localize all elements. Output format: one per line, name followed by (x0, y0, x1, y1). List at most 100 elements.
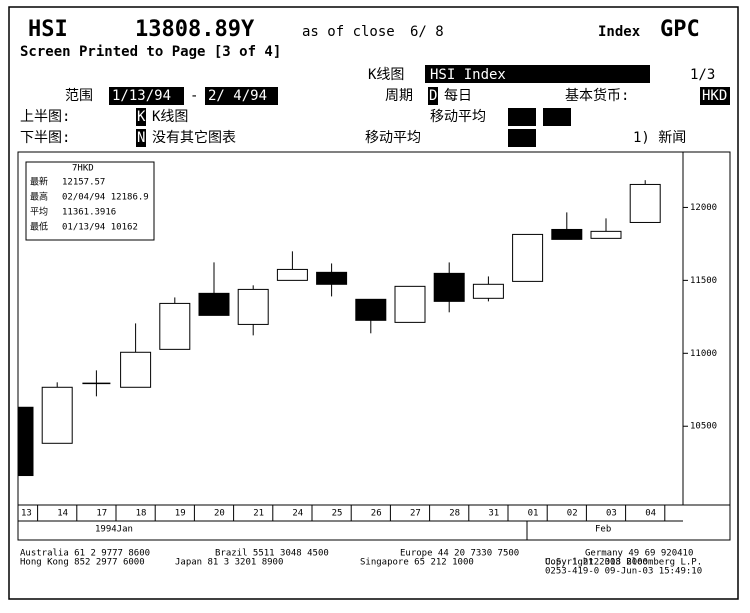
y-tick-label: 12000 (690, 203, 717, 213)
field (109, 87, 184, 105)
footer: Australia 61 2 9777 8600 (20, 549, 150, 559)
footer: Japan 81 3 3201 8900 (175, 558, 283, 568)
sector: Index (598, 24, 641, 40)
info-label: 最高 (30, 191, 48, 203)
field (425, 65, 650, 83)
page-number: 1/3 (690, 67, 715, 83)
lower-code: N (137, 130, 145, 146)
footer: Singapore 65 212 1000 (360, 558, 474, 568)
x-tick-label: 25 (332, 509, 343, 519)
upper-label: 上半图: (20, 109, 70, 125)
x-tick-label: 20 (214, 509, 225, 519)
candle-body (120, 351, 152, 388)
lower-label: 下半图: (20, 130, 70, 146)
x-tick-label: 17 (96, 509, 107, 519)
footer: U.S. 1 212 318 2000 (545, 558, 648, 568)
x-tick-label: 03 (606, 509, 617, 519)
candle-body (159, 302, 191, 350)
info-box (25, 161, 155, 241)
candle-body (472, 283, 504, 299)
currency-label: 基本货币: (565, 87, 629, 104)
range-label: 范围 (65, 87, 93, 104)
y-tick-label: 11500 (690, 276, 717, 286)
security: HSI Index (430, 67, 506, 83)
candle-body (551, 228, 583, 240)
news: 1) 新闻 (633, 130, 686, 146)
field (700, 87, 730, 105)
candle-body (590, 230, 622, 239)
printed-note: Screen Printed to Page [3 of 4] (20, 44, 281, 60)
upper-code: K (137, 109, 146, 125)
x-tick-label: 28 (449, 509, 460, 519)
candle-body (18, 406, 34, 477)
candles (18, 180, 661, 477)
info-value: 02/04/94 12186.9 (62, 193, 149, 203)
y-tick-label: 11000 (690, 349, 717, 359)
x-tick-label: 02 (567, 509, 578, 519)
info-value: 11361.3916 (62, 208, 116, 218)
field (205, 87, 278, 105)
field (136, 129, 146, 147)
as-of: as of close (302, 24, 395, 40)
period-label: 周期 (385, 88, 413, 104)
x-tick-label: 31 (488, 509, 499, 519)
frame (8, 6, 739, 600)
x-tick-label: 04 (645, 509, 656, 519)
ma-label: 移动平均 (365, 130, 421, 146)
copyright: Copyright 2003 Bloomberg L.P. (545, 558, 702, 568)
x-tick-label: 27 (410, 509, 421, 519)
field (508, 129, 536, 147)
x-tick-label: 21 (253, 509, 264, 519)
field (428, 87, 438, 105)
info-value: 01/13/94 10162 (62, 223, 138, 233)
info-currency: 7HKD (72, 164, 94, 174)
currency: HKD (702, 88, 727, 104)
chart-label: K线图 (368, 67, 404, 83)
lower-value: 没有其它图表 (152, 129, 236, 146)
candle-body (276, 268, 308, 281)
info-label: 最低 (30, 221, 48, 233)
upper-value: K线图 (152, 109, 188, 125)
field (508, 108, 536, 126)
x-tick-label: 13 (21, 509, 32, 519)
info-label: 平均 (30, 206, 48, 218)
x-tick-label: 18 (136, 509, 147, 519)
price: 13808.89Y (135, 17, 255, 42)
footer: Europe 44 20 7330 7500 (400, 549, 519, 559)
candle-body (355, 298, 387, 321)
candle-body (198, 292, 230, 316)
x-tick-label: 19 (175, 509, 186, 519)
ma-label: 移动平均 (430, 109, 486, 125)
x-tick-label: 26 (371, 509, 382, 519)
range-end: 2/ 4/94 (208, 88, 267, 104)
candle-body (316, 271, 348, 285)
footer: Germany 49 69 920410 (585, 549, 693, 559)
stamp: 0253-419-0 09-Jun-03 15:49:10 (545, 567, 702, 577)
footer: Brazil 5511 3048 4500 (215, 549, 329, 559)
period-code: D (429, 88, 437, 104)
info-label: 最新 (30, 176, 48, 188)
chart-frame (17, 151, 731, 541)
footer: Hong Kong 852 2977 6000 (20, 558, 145, 568)
candle-body (433, 272, 465, 302)
range-start: 1/13/94 (112, 88, 171, 104)
x-tick-label: 14 (57, 509, 68, 519)
candle-body (237, 288, 269, 325)
x-tick-label: 24 (292, 509, 303, 519)
period: 每日 (444, 88, 472, 104)
month-label: 1994Jan (95, 525, 133, 535)
field (136, 108, 146, 126)
candle-body (512, 233, 544, 282)
range-dash: - (190, 88, 198, 104)
ticker: HSI (28, 17, 68, 42)
candle-body (629, 183, 661, 223)
x-tick-label: 01 (528, 509, 539, 519)
candle-body (41, 386, 73, 444)
function: GPC (660, 17, 700, 42)
candle-body (394, 285, 426, 323)
month-label: Feb (595, 525, 611, 535)
field (543, 108, 571, 126)
y-tick-label: 10500 (690, 422, 717, 432)
